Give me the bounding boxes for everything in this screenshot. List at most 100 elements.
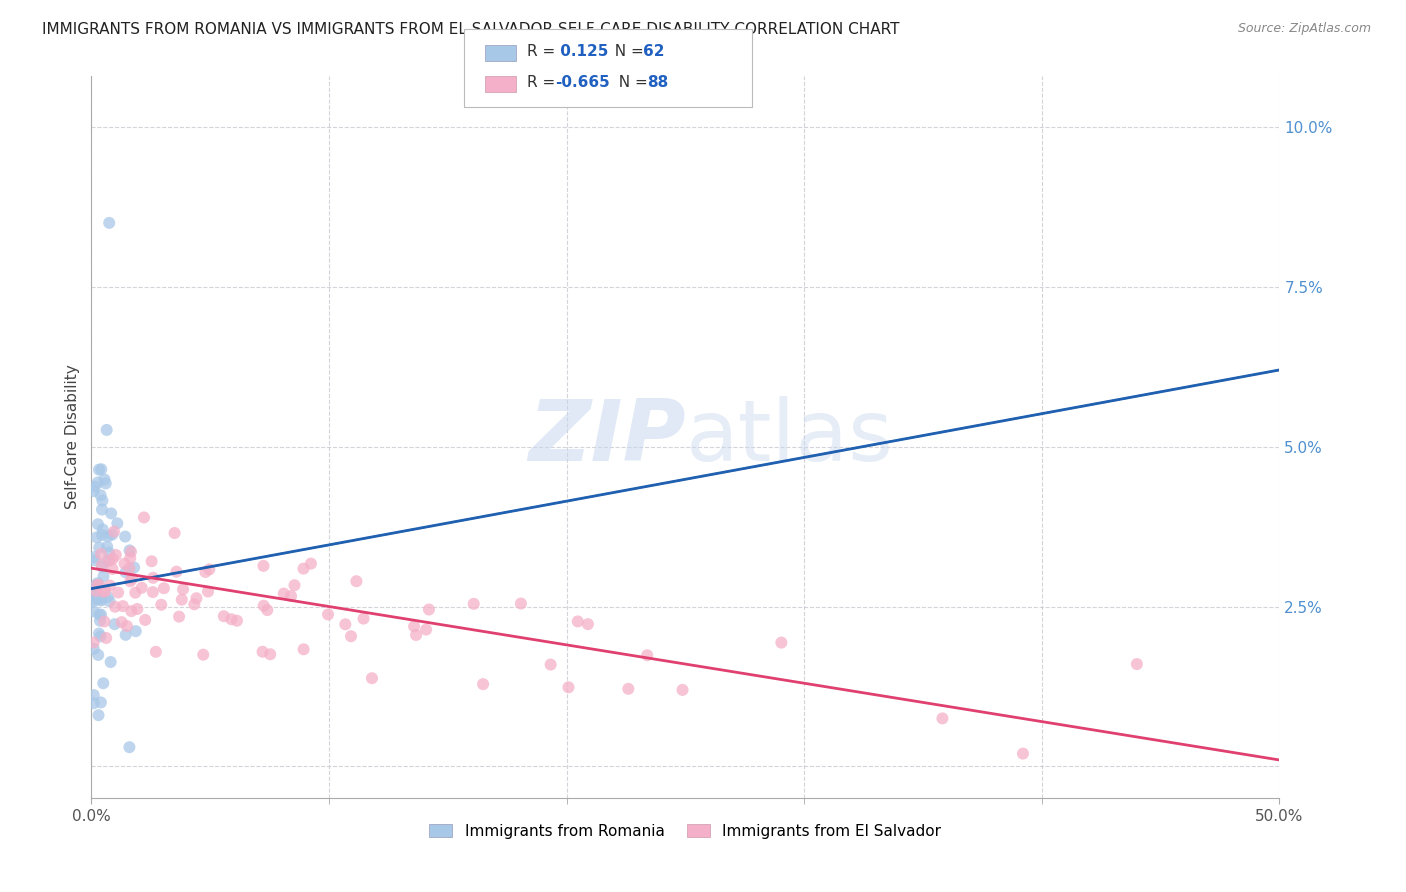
Point <box>150 598 173 612</box>
Point <box>404 619 426 633</box>
Point <box>83 593 105 607</box>
Point <box>194 565 217 579</box>
Point <box>89 541 111 555</box>
Point <box>671 682 693 697</box>
Point <box>353 611 375 625</box>
Point <box>97 590 120 604</box>
Point <box>100 655 122 669</box>
Point <box>89 614 111 628</box>
Text: -0.665: -0.665 <box>555 76 610 90</box>
Point <box>118 740 141 755</box>
Point <box>1126 657 1149 671</box>
Point <box>98 546 121 560</box>
Point <box>292 642 315 657</box>
Point <box>221 612 243 626</box>
Point <box>125 624 148 639</box>
Point <box>472 677 495 691</box>
Point <box>120 604 142 618</box>
Point <box>96 631 118 645</box>
Point <box>96 540 118 554</box>
Point <box>172 582 194 597</box>
Point <box>415 623 437 637</box>
Point <box>90 462 112 476</box>
Point <box>98 594 121 608</box>
Point <box>299 557 322 571</box>
Point <box>90 558 112 573</box>
Point <box>114 557 136 571</box>
Point <box>84 584 107 599</box>
Point <box>418 602 440 616</box>
Point <box>91 676 114 690</box>
Point <box>83 642 105 657</box>
Point <box>83 635 105 649</box>
Point <box>361 671 384 685</box>
Text: 88: 88 <box>647 76 668 90</box>
Point <box>510 597 533 611</box>
Point <box>292 561 315 575</box>
Point <box>118 543 141 558</box>
Point <box>576 617 599 632</box>
Point <box>87 578 110 592</box>
Point <box>100 507 122 521</box>
Point <box>197 584 219 599</box>
Point <box>83 587 105 601</box>
Y-axis label: Self-Care Disability: Self-Care Disability <box>65 365 80 509</box>
Point <box>87 517 110 532</box>
Point <box>89 592 111 607</box>
Text: R =: R = <box>527 76 561 90</box>
Point <box>94 476 117 491</box>
Text: N =: N = <box>609 76 652 90</box>
Point <box>226 614 249 628</box>
Point <box>83 479 105 493</box>
Point <box>96 423 118 437</box>
Point <box>617 681 640 696</box>
Point <box>120 545 142 559</box>
Text: R =: R = <box>527 45 561 59</box>
Point <box>90 607 112 622</box>
Point <box>186 591 208 606</box>
Point <box>121 572 143 586</box>
Point <box>567 615 589 629</box>
Point <box>90 593 112 607</box>
Point <box>259 647 281 661</box>
Point <box>335 617 357 632</box>
Point <box>153 581 176 595</box>
Point <box>114 566 136 580</box>
Point <box>280 589 302 603</box>
Point <box>103 524 125 539</box>
Point <box>94 584 117 599</box>
Point <box>120 574 142 589</box>
Point <box>283 578 305 592</box>
Point <box>91 559 114 574</box>
Text: 0.125: 0.125 <box>555 45 609 59</box>
Point <box>93 584 115 599</box>
Point <box>167 609 190 624</box>
Point <box>145 645 167 659</box>
Point <box>97 554 120 568</box>
Point <box>252 645 274 659</box>
Point <box>84 580 107 594</box>
Point <box>104 599 127 614</box>
Point <box>193 648 215 662</box>
Point <box>127 602 149 616</box>
Point <box>120 551 142 566</box>
Point <box>124 585 146 599</box>
Point <box>87 475 110 490</box>
Text: ZIP: ZIP <box>527 395 685 479</box>
Point <box>107 585 129 599</box>
Point <box>90 488 112 502</box>
Point <box>122 560 145 574</box>
Point <box>142 571 165 585</box>
Point <box>101 562 124 576</box>
Point <box>97 529 120 543</box>
Point <box>198 562 221 576</box>
Point <box>90 695 112 709</box>
Point <box>91 502 114 516</box>
Point <box>84 578 107 592</box>
Point <box>931 711 953 725</box>
Point <box>101 551 124 566</box>
Point <box>101 527 124 541</box>
Text: atlas: atlas <box>685 395 893 479</box>
Point <box>87 708 110 723</box>
Point <box>340 629 363 643</box>
